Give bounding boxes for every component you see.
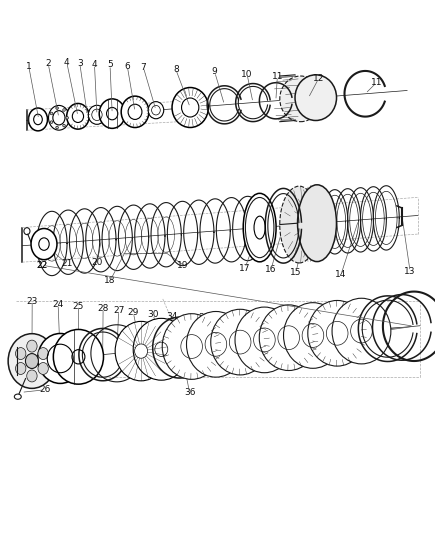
Ellipse shape <box>66 117 68 119</box>
Text: 1: 1 <box>26 62 32 71</box>
Text: 21: 21 <box>61 259 72 268</box>
Ellipse shape <box>49 106 69 130</box>
Text: 13: 13 <box>404 267 416 276</box>
Ellipse shape <box>28 108 47 131</box>
Ellipse shape <box>235 307 294 373</box>
Ellipse shape <box>172 87 208 127</box>
Ellipse shape <box>63 124 65 127</box>
Ellipse shape <box>53 329 103 384</box>
Ellipse shape <box>50 121 53 124</box>
Text: 6: 6 <box>124 62 130 71</box>
Text: 28: 28 <box>97 304 109 313</box>
Ellipse shape <box>115 321 167 381</box>
Ellipse shape <box>121 96 149 127</box>
Text: 39: 39 <box>246 317 257 326</box>
Text: 23: 23 <box>26 296 38 305</box>
Ellipse shape <box>31 229 57 260</box>
Text: 15: 15 <box>290 268 302 277</box>
Text: 34: 34 <box>166 312 178 321</box>
Ellipse shape <box>27 370 37 382</box>
Text: 12: 12 <box>313 74 324 83</box>
Ellipse shape <box>25 353 39 368</box>
Text: 38: 38 <box>326 327 337 336</box>
Text: 2: 2 <box>46 59 51 68</box>
Ellipse shape <box>308 301 367 366</box>
Ellipse shape <box>148 102 164 119</box>
Text: 37: 37 <box>305 325 316 334</box>
Ellipse shape <box>27 340 37 352</box>
Ellipse shape <box>162 314 221 379</box>
Text: 30: 30 <box>148 310 159 319</box>
Ellipse shape <box>67 103 89 129</box>
Ellipse shape <box>297 185 336 262</box>
Text: 29: 29 <box>128 308 139 317</box>
Text: 27: 27 <box>113 306 124 315</box>
Ellipse shape <box>243 193 276 262</box>
Text: 5: 5 <box>107 60 113 69</box>
Ellipse shape <box>332 298 391 364</box>
Ellipse shape <box>15 362 26 375</box>
Ellipse shape <box>280 76 321 122</box>
Polygon shape <box>280 223 336 224</box>
Text: 25: 25 <box>73 302 84 311</box>
Text: 22: 22 <box>36 261 47 270</box>
Text: 24: 24 <box>53 300 64 309</box>
Ellipse shape <box>88 106 106 124</box>
Text: 18: 18 <box>104 276 116 285</box>
Ellipse shape <box>56 126 58 129</box>
Text: 3: 3 <box>77 59 83 68</box>
Ellipse shape <box>15 348 26 360</box>
Ellipse shape <box>280 186 319 263</box>
Ellipse shape <box>38 334 83 383</box>
Ellipse shape <box>56 107 58 109</box>
Text: 4: 4 <box>64 58 70 67</box>
Polygon shape <box>280 98 336 99</box>
Ellipse shape <box>38 362 48 375</box>
Text: 7: 7 <box>141 63 146 71</box>
Ellipse shape <box>8 334 56 389</box>
Text: 4: 4 <box>92 60 97 69</box>
Text: 14: 14 <box>335 270 346 279</box>
Text: 10: 10 <box>241 70 253 79</box>
Text: 16: 16 <box>265 265 277 274</box>
Text: 36: 36 <box>184 388 195 397</box>
Text: 8: 8 <box>173 65 179 74</box>
Text: 22: 22 <box>36 261 47 270</box>
Text: 17: 17 <box>239 264 251 273</box>
Text: 35: 35 <box>198 313 210 322</box>
Ellipse shape <box>38 348 48 360</box>
Ellipse shape <box>133 318 189 380</box>
Ellipse shape <box>283 303 343 368</box>
Ellipse shape <box>211 309 269 375</box>
Ellipse shape <box>99 99 125 128</box>
Text: 20: 20 <box>92 257 103 266</box>
Ellipse shape <box>50 112 53 115</box>
Ellipse shape <box>187 311 245 377</box>
Text: 11: 11 <box>272 72 283 80</box>
Text: 11: 11 <box>371 78 382 87</box>
Ellipse shape <box>63 109 65 111</box>
Text: 40: 40 <box>352 330 363 339</box>
Ellipse shape <box>295 75 336 120</box>
Text: 19: 19 <box>177 261 188 270</box>
Ellipse shape <box>259 305 318 370</box>
Text: 9: 9 <box>212 67 218 76</box>
Text: 26: 26 <box>39 385 51 394</box>
